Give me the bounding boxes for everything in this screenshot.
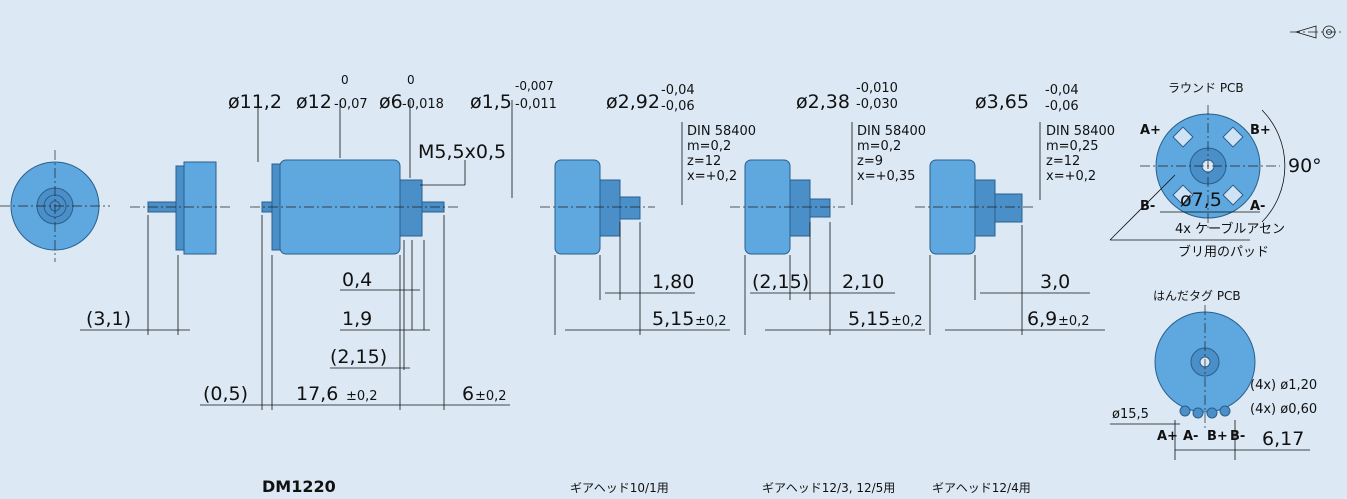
tolerance: 0 — [407, 73, 415, 87]
dimension: (2,15) — [752, 271, 809, 293]
hole: (4x) ø0,60 — [1250, 402, 1317, 417]
dimension: 5,15 — [652, 308, 694, 330]
caption: ギアヘッド10/1用 — [570, 481, 669, 495]
tolerance: -0,010 — [856, 81, 898, 96]
dimension-lines — [80, 100, 1105, 410]
spec: m=0,25 — [1046, 139, 1099, 154]
diameter: ø11,2 — [228, 91, 282, 113]
dimension: 17,6 — [296, 383, 338, 405]
tolerance: -0,06 — [1045, 99, 1079, 114]
pin: A- — [1250, 199, 1265, 214]
dimension: 1,80 — [652, 271, 694, 293]
dimension: 0,4 — [342, 269, 372, 291]
pin: B+ — [1250, 123, 1271, 138]
spec: x=+0,2 — [687, 169, 737, 184]
pin: A- — [1183, 429, 1198, 444]
note: 4x ケーブルアセン — [1175, 221, 1285, 237]
dimension: 6,17 — [1262, 428, 1304, 450]
caption: ギアヘッド12/3, 12/5用 — [762, 481, 895, 495]
title: ラウンド PCB — [1168, 81, 1244, 95]
diameter: ø2,38 — [796, 91, 850, 113]
dimension: 6,9 — [1027, 308, 1057, 330]
diameter: ø15,5 — [1112, 407, 1149, 422]
main-labels: ø11,2 ø12 0 -0,07 ø6 0 -0,018 ø1,5 -0,00… — [86, 73, 557, 496]
pin: A+ — [1157, 429, 1178, 444]
main-motor — [250, 160, 460, 254]
thread: M5,5x0,5 — [418, 141, 506, 163]
diameter: ø12 — [296, 91, 332, 113]
tolerance: ±0,2 — [346, 389, 378, 404]
dimension: 5,15 — [848, 308, 890, 330]
spec: DIN 58400 — [857, 124, 926, 139]
dimension: (2,15) — [330, 346, 387, 368]
tolerance: -0,030 — [856, 97, 898, 112]
tolerance: -0,011 — [515, 97, 557, 112]
gearhead-labels: ø2,92 -0,04 -0,06 DIN 58400 m=0,2 z=12 x… — [570, 81, 1115, 495]
tolerance: -0,007 — [515, 79, 554, 93]
front-view — [0, 150, 110, 262]
spec: DIN 58400 — [687, 124, 756, 139]
pin: B+ — [1207, 429, 1228, 444]
tolerance: -0,018 — [402, 97, 444, 112]
spec: z=12 — [1046, 154, 1080, 169]
drawing: ø11,2 ø12 0 -0,07 ø6 0 -0,018 ø1,5 -0,00… — [0, 0, 1347, 499]
tolerance: ±0,2 — [1058, 314, 1090, 329]
spec: x=+0,2 — [1046, 169, 1096, 184]
dimension: 2,10 — [842, 271, 884, 293]
dimension: (3,1) — [86, 308, 131, 330]
diameter: ø3,65 — [975, 91, 1029, 113]
tolerance: -0,04 — [1045, 83, 1079, 98]
diameter: ø1,5 — [470, 91, 512, 113]
side-view — [130, 162, 230, 254]
spec: z=12 — [687, 154, 721, 169]
caption: ギアヘッド12/4用 — [932, 481, 1031, 495]
gearhead-motor — [540, 160, 1035, 254]
tolerance: -0,04 — [661, 83, 695, 98]
spec: m=0,2 — [857, 139, 901, 154]
diameter: ø2,92 — [606, 91, 660, 113]
dimension: 6 — [462, 383, 474, 405]
pin: B- — [1230, 429, 1245, 444]
pin: A+ — [1140, 123, 1161, 138]
tolerance: -0,07 — [334, 97, 368, 112]
angle: 90° — [1288, 155, 1322, 177]
dimension: (0,5) — [203, 383, 248, 405]
note: ブリ用のパッド — [1178, 244, 1269, 260]
dimension: 1,9 — [342, 308, 372, 330]
pin: B- — [1140, 199, 1155, 214]
dimension: 3,0 — [1040, 271, 1070, 293]
spec: z=9 — [857, 154, 883, 169]
tolerance: ±0,2 — [891, 314, 923, 329]
title: はんだタグ PCB — [1153, 289, 1241, 303]
tolerance: -0,06 — [661, 99, 695, 114]
projection-symbol — [1290, 26, 1343, 38]
tolerance: ±0,2 — [475, 389, 507, 404]
diameter: ø6 — [379, 91, 403, 113]
spec: m=0,2 — [687, 139, 731, 154]
spec: x=+0,35 — [857, 169, 915, 184]
hole: (4x) ø1,20 — [1250, 378, 1317, 393]
tolerance: 0 — [341, 73, 349, 87]
caption: DM1220 — [262, 477, 336, 496]
diameter: ø7,5 — [1180, 189, 1222, 211]
spec: DIN 58400 — [1046, 124, 1115, 139]
tolerance: ±0,2 — [695, 314, 727, 329]
